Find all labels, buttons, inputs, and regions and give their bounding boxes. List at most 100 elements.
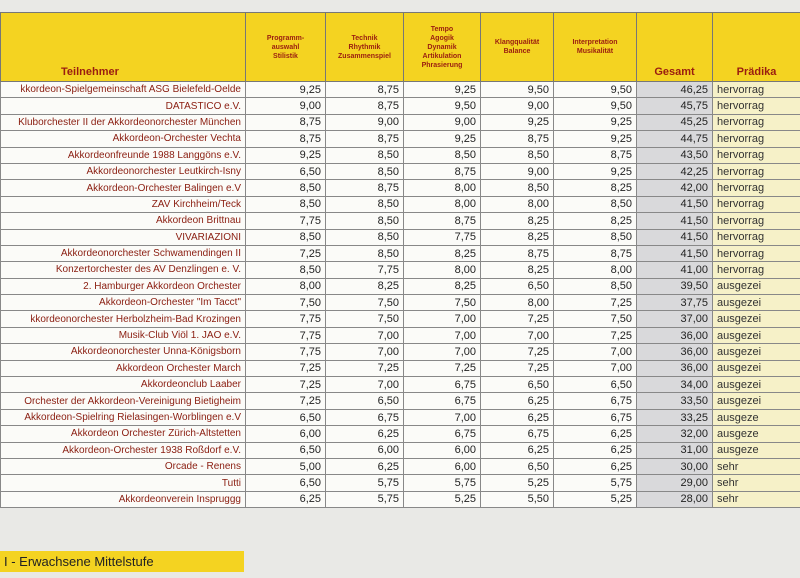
score: 7,50 <box>403 294 481 312</box>
score: 8,50 <box>325 212 404 230</box>
score: 6,50 <box>245 441 326 459</box>
score: 7,25 <box>245 392 326 410</box>
score: 9,00 <box>245 97 326 115</box>
participant: Akkordeon Orchester March <box>0 359 246 378</box>
score: 7,50 <box>553 310 637 328</box>
header-line: Musikalität <box>576 48 614 55</box>
participant: VIVARIAZIONI <box>0 228 246 246</box>
table-row: Akkordeon-Orchester "Im Tacct" 7,50 7,50 7,… <box>0 294 800 312</box>
participant: Konzertorchester des AV Denzlingen e. V. <box>0 261 246 279</box>
score: 8,50 <box>245 261 326 279</box>
score: 5,50 <box>480 490 554 509</box>
total: 33,50 <box>636 392 713 410</box>
score: 8,50 <box>553 277 637 296</box>
score: 6,50 <box>480 376 554 394</box>
score: 6,25 <box>325 457 404 476</box>
participant: Akkordeonfreunde 1988 Langgöns e.V. <box>0 146 246 164</box>
total: 41,00 <box>636 261 713 279</box>
header-line: Phrasierung <box>421 61 463 69</box>
rating: ausgezei <box>712 343 800 361</box>
rating: ausgeze <box>712 425 800 443</box>
participant: Akkordeon Brittnau <box>0 212 246 230</box>
participant: Akkordeon-Spielring Rielasingen-Worbling… <box>0 408 246 427</box>
score: 6,50 <box>553 376 637 394</box>
rating: hervorrag <box>712 97 800 115</box>
header-row: Teilnehmer Programm-auswahl Stilistik Techn… <box>0 12 800 82</box>
score: 6,25 <box>553 441 637 459</box>
participant: Orcade - Renens <box>0 457 246 476</box>
header-line: Tempo <box>430 25 454 33</box>
column-header: Teilnehmer <box>0 12 246 82</box>
score: 8,50 <box>480 146 554 164</box>
score: 6,50 <box>325 392 404 410</box>
score: 8,75 <box>480 244 554 263</box>
rating: ausgezei <box>712 277 800 296</box>
score: 7,25 <box>480 310 554 328</box>
score: 7,00 <box>553 343 637 361</box>
table-row: Akkordeonorchester Leutkirch-Isny 6,50 8,5… <box>0 162 800 181</box>
rating: hervorrag <box>712 244 800 263</box>
rating: hervorrag <box>712 179 800 197</box>
score: 7,00 <box>325 376 404 394</box>
total: 33,25 <box>636 408 713 427</box>
score: 5,25 <box>553 490 637 509</box>
column-header: Gesamt <box>636 12 713 82</box>
header-line: Artikulation <box>422 52 462 60</box>
total: 37,00 <box>636 310 713 328</box>
score: 5,75 <box>403 474 481 492</box>
table-row: kkordeonorchester Herbolzheim-Bad Krozin… <box>0 310 800 328</box>
score: 9,25 <box>245 80 326 99</box>
participant: Akkordeonverein Inspruggg <box>0 490 246 509</box>
header-line: Dynamik <box>427 43 457 51</box>
rating: ausgezei <box>712 294 800 312</box>
score: 9,00 <box>403 113 481 132</box>
score: 6,25 <box>480 408 554 427</box>
score: 6,75 <box>325 408 404 427</box>
score: 9,00 <box>480 162 554 181</box>
score: 6,50 <box>245 408 326 427</box>
score: 9,00 <box>325 113 404 132</box>
participant: Musik-Club Viöl 1. JAO e.V. <box>0 326 246 345</box>
rating: ausgezei <box>712 326 800 345</box>
score: 7,00 <box>403 310 481 328</box>
score: 7,25 <box>553 326 637 345</box>
section-label: I - Erwachsene Mittelstufe <box>0 551 244 572</box>
score: 7,75 <box>403 228 481 246</box>
score: 6,75 <box>403 392 481 410</box>
score: 7,00 <box>325 343 404 361</box>
column-header: Prädika <box>712 12 800 82</box>
score: 6,25 <box>553 425 637 443</box>
score: 6,25 <box>480 392 554 410</box>
table-row: Akkordeon-Spielring Rielasingen-Worbling… <box>0 408 800 427</box>
total: 29,00 <box>636 474 713 492</box>
score: 7,25 <box>245 376 326 394</box>
score: 6,00 <box>403 441 481 459</box>
rating: hervorrag <box>712 146 800 164</box>
total: 36,00 <box>636 343 713 361</box>
score: 8,50 <box>325 228 404 246</box>
table-row: Musik-Club Viöl 1. JAO e.V. 7,75 7,00 7,00 7… <box>0 326 800 345</box>
score: 5,75 <box>553 474 637 492</box>
score: 6,25 <box>245 490 326 509</box>
header-line: Gesamt <box>654 66 695 78</box>
results-table: Teilnehmer Programm-auswahl Stilistik Techn… <box>0 12 800 509</box>
total: 34,00 <box>636 376 713 394</box>
participant: Kluborchester II der Akkordeonorchester … <box>0 113 246 132</box>
score: 6,00 <box>245 425 326 443</box>
total: 41,50 <box>636 244 713 263</box>
participant: 2. Hamburger Akkordeon Orchester <box>0 277 246 296</box>
header-line: Zusammenspiel <box>338 52 391 60</box>
rating: sehr <box>712 490 800 509</box>
score: 8,50 <box>325 195 404 214</box>
score: 7,75 <box>245 343 326 361</box>
score: 8,50 <box>325 146 404 164</box>
score: 7,25 <box>403 359 481 378</box>
table-body: kkordeon-Spielgemeinschaft ASG Bielefeld… <box>0 80 800 509</box>
participant: Akkordeon-Orchester Balingen e.V <box>0 179 246 197</box>
table-row: VIVARIAZIONI 8,50 8,50 7,75 8,25 8,50 41,50 her… <box>0 228 800 246</box>
score: 7,25 <box>480 359 554 378</box>
table-row: DATASTICO e.V. 9,00 8,75 9,50 9,00 9,50 45,75 h… <box>0 97 800 115</box>
score: 8,25 <box>553 179 637 197</box>
score: 8,75 <box>553 244 637 263</box>
